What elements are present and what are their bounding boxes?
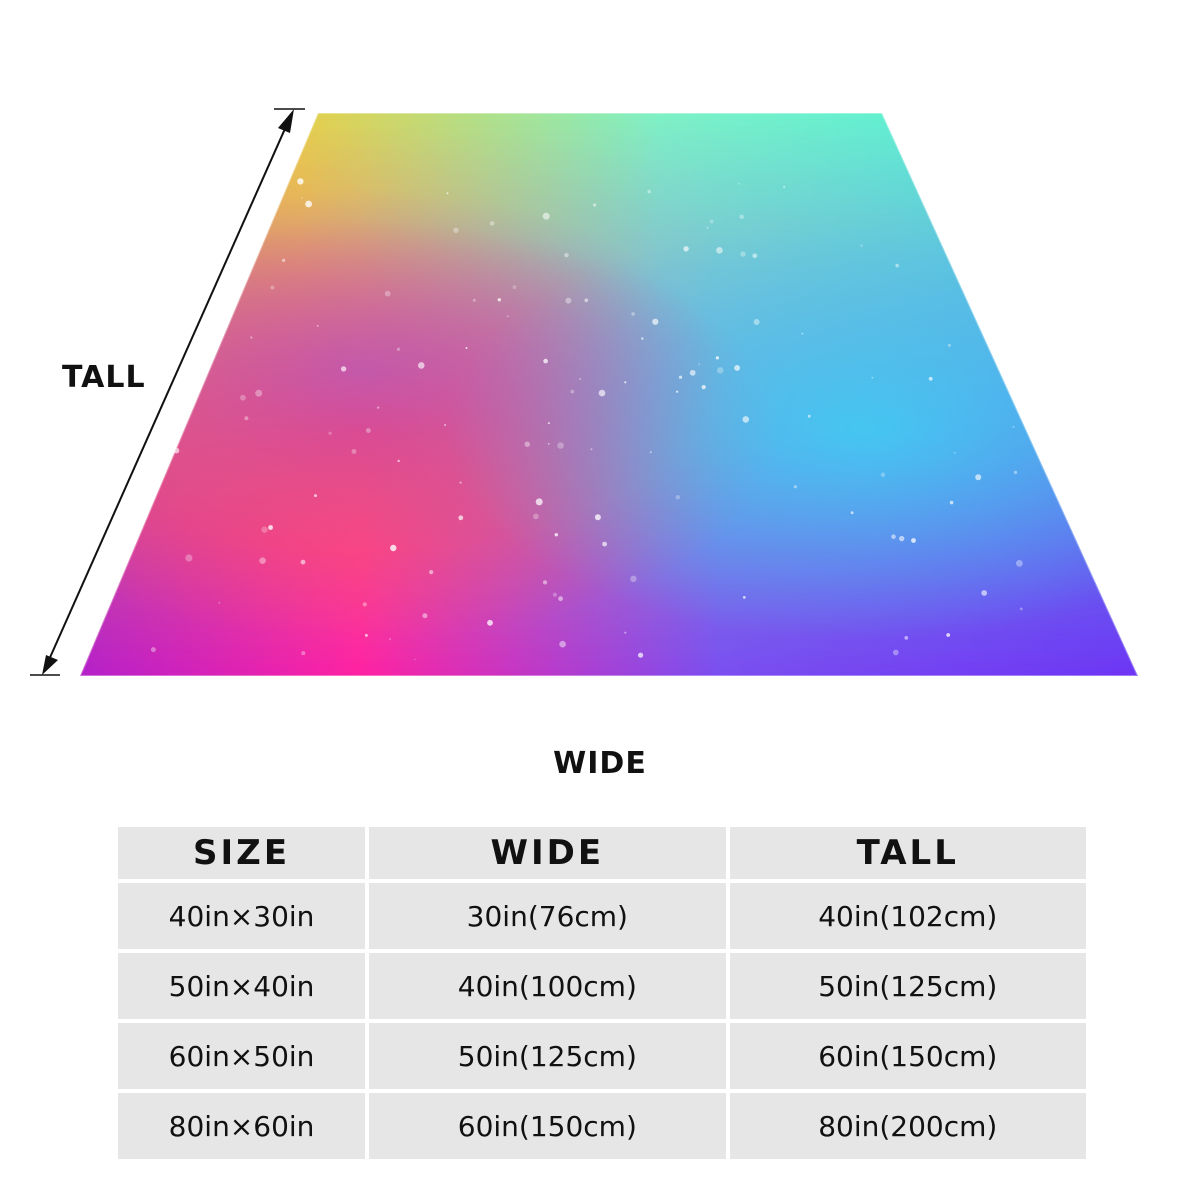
cell-size: 40in×30in xyxy=(118,883,366,949)
table-header-row: SIZE WIDE TALL xyxy=(118,827,1086,879)
cell-tall: 60in(150cm) xyxy=(729,1023,1086,1089)
cell-size: 50in×40in xyxy=(118,953,366,1019)
cell-wide: 50in(125cm) xyxy=(369,1023,726,1089)
cell-size: 80in×60in xyxy=(118,1093,366,1159)
cell-tall: 80in(200cm) xyxy=(729,1093,1086,1159)
cell-size: 60in×50in xyxy=(118,1023,366,1089)
table-row: 50in×40in 40in(100cm) 50in(125cm) xyxy=(118,953,1086,1019)
cell-tall: 50in(125cm) xyxy=(729,953,1086,1019)
size-chart-table: SIZE WIDE TALL 40in×30in 30in(76cm) 40in… xyxy=(114,823,1090,1163)
blanket-edge xyxy=(78,112,1140,677)
blanket-illustration xyxy=(30,108,1140,677)
header-wide: WIDE xyxy=(369,827,726,879)
cell-wide: 30in(76cm) xyxy=(369,883,726,949)
cell-tall: 40in(102cm) xyxy=(729,883,1086,949)
cell-wide: 60in(150cm) xyxy=(369,1093,726,1159)
table-row: 60in×50in 50in(125cm) 60in(150cm) xyxy=(118,1023,1086,1089)
table-row: 80in×60in 60in(150cm) 80in(200cm) xyxy=(118,1093,1086,1159)
blanket-surface xyxy=(80,113,1138,676)
wide-dimension-label: WIDE xyxy=(553,746,647,781)
header-tall: TALL xyxy=(729,827,1086,879)
tall-dimension-label: TALL xyxy=(62,360,146,395)
tall-dimension-arrow xyxy=(30,108,305,676)
header-size: SIZE xyxy=(118,827,366,879)
table-row: 40in×30in 30in(76cm) 40in(102cm) xyxy=(118,883,1086,949)
cell-wide: 40in(100cm) xyxy=(369,953,726,1019)
